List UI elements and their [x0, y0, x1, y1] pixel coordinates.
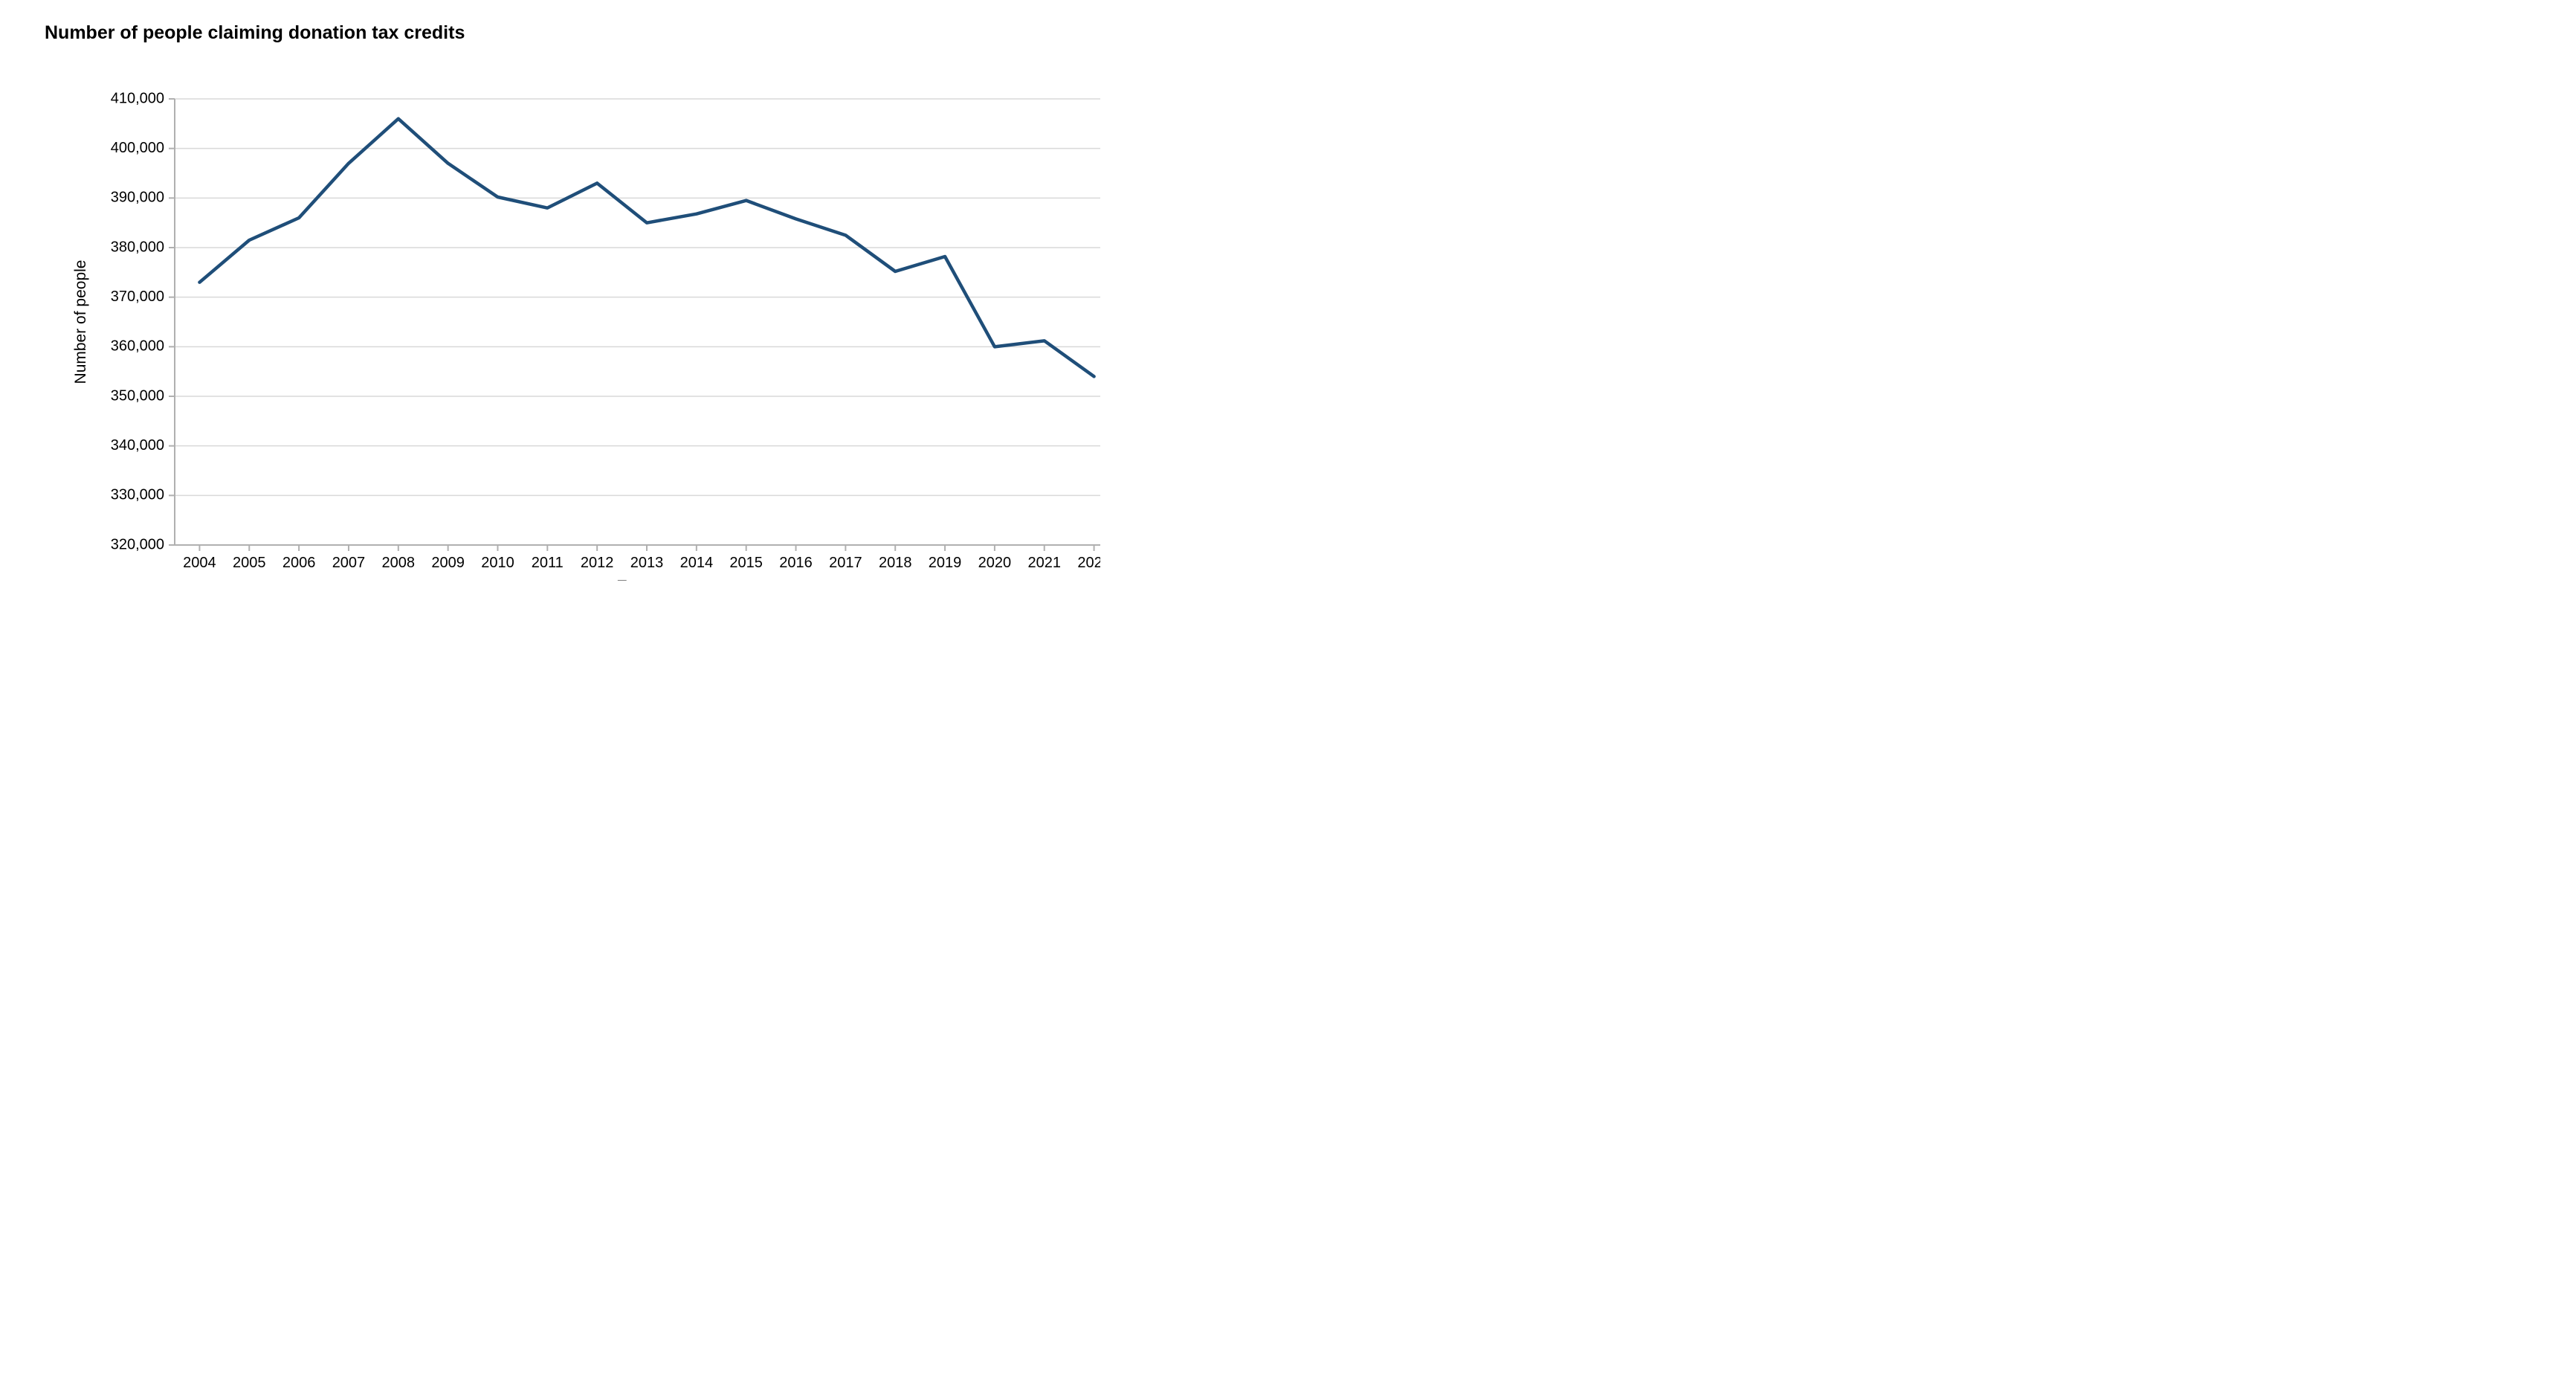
x-tick-label: 2017	[829, 555, 862, 571]
y-tick-label: 370,000	[111, 288, 164, 305]
x-tick-label: 2010	[481, 555, 514, 571]
x-tick-label: 2014	[680, 555, 714, 571]
x-tick-label: 2022	[1077, 555, 1100, 571]
x-tick-label: 2008	[382, 555, 416, 571]
y-tick-label: 400,000	[111, 140, 164, 156]
x-tick-label: 2019	[929, 555, 962, 571]
x-tick-label: 2006	[283, 555, 316, 571]
y-tick-label: 320,000	[111, 536, 164, 552]
y-tick-label: 340,000	[111, 437, 164, 454]
x-tick-label: 2020	[978, 555, 1012, 571]
line-chart: 320,000 330,000 340,000 350,000 360,000 370,0…	[45, 47, 1100, 581]
y-tick-label: 360,000	[111, 338, 164, 355]
x-tick-label: 2013	[630, 555, 664, 571]
y-tick-label: 380,000	[111, 239, 164, 255]
plot-background	[45, 47, 1100, 581]
x-tick-label: 2021	[1027, 555, 1061, 571]
x-tick-label: 2004	[183, 555, 216, 571]
x-tick-label: 2009	[431, 555, 465, 571]
chart-title: Number of people claiming donation tax c…	[45, 22, 1100, 44]
y-tick-label: 330,000	[111, 487, 164, 503]
chart-container: Number of people claiming donation tax c…	[0, 0, 1123, 601]
x-tick-label: 2007	[332, 555, 366, 571]
y-tick-label: 390,000	[111, 190, 164, 206]
x-axis-label: Tax year	[617, 578, 676, 581]
x-tick-label: 2018	[879, 555, 912, 571]
y-axis-label: Number of people	[72, 260, 89, 384]
y-tick-label: 350,000	[111, 387, 164, 404]
x-tick-label: 2016	[779, 555, 813, 571]
x-tick-label: 2011	[532, 555, 564, 571]
x-tick-label: 2005	[233, 555, 266, 571]
y-tick-label: 410,000	[111, 90, 164, 106]
x-tick-label: 2015	[729, 555, 763, 571]
x-tick-label: 2012	[581, 555, 614, 571]
